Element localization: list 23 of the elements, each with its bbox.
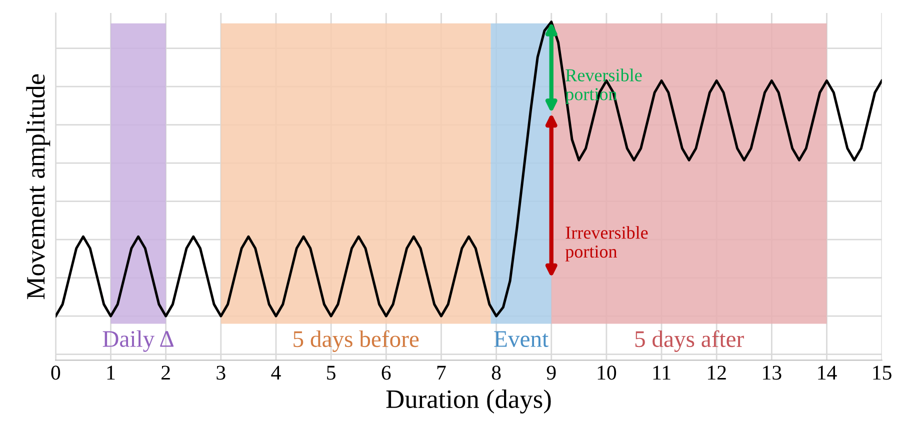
x-tick-label: 1 [107,366,115,380]
x-tick-label: 11 [653,366,670,380]
band-label: 5 days before [294,330,419,352]
x-tick-label: 6 [382,366,391,380]
x-tick-label: 0 [51,366,60,380]
x-tick-label: 5 [327,366,336,380]
x-tick-label: 3 [216,366,226,380]
x-tick-label: 7 [437,366,446,380]
x-tick-label: 12 [708,366,726,380]
x-tick-label: 15 [873,366,892,380]
annotation: Irreversible portion [565,226,648,262]
band-label: Daily Δ [102,330,174,352]
x-axis-title: Duration (days) [386,390,551,414]
band-label: Event [494,331,548,348]
x-tick-label: 14 [818,366,837,380]
x-tick-label: 10 [598,366,616,380]
x-tick-label: 8 [492,366,501,380]
x-tick-label: 4 [271,366,281,380]
x-tick-label: 13 [763,366,782,380]
band-label: 5 days after [635,330,744,352]
x-tick-label: 2 [162,366,170,380]
y-axis-title: Movement amplitude [26,74,50,300]
x-tick-label: 9 [546,366,556,380]
